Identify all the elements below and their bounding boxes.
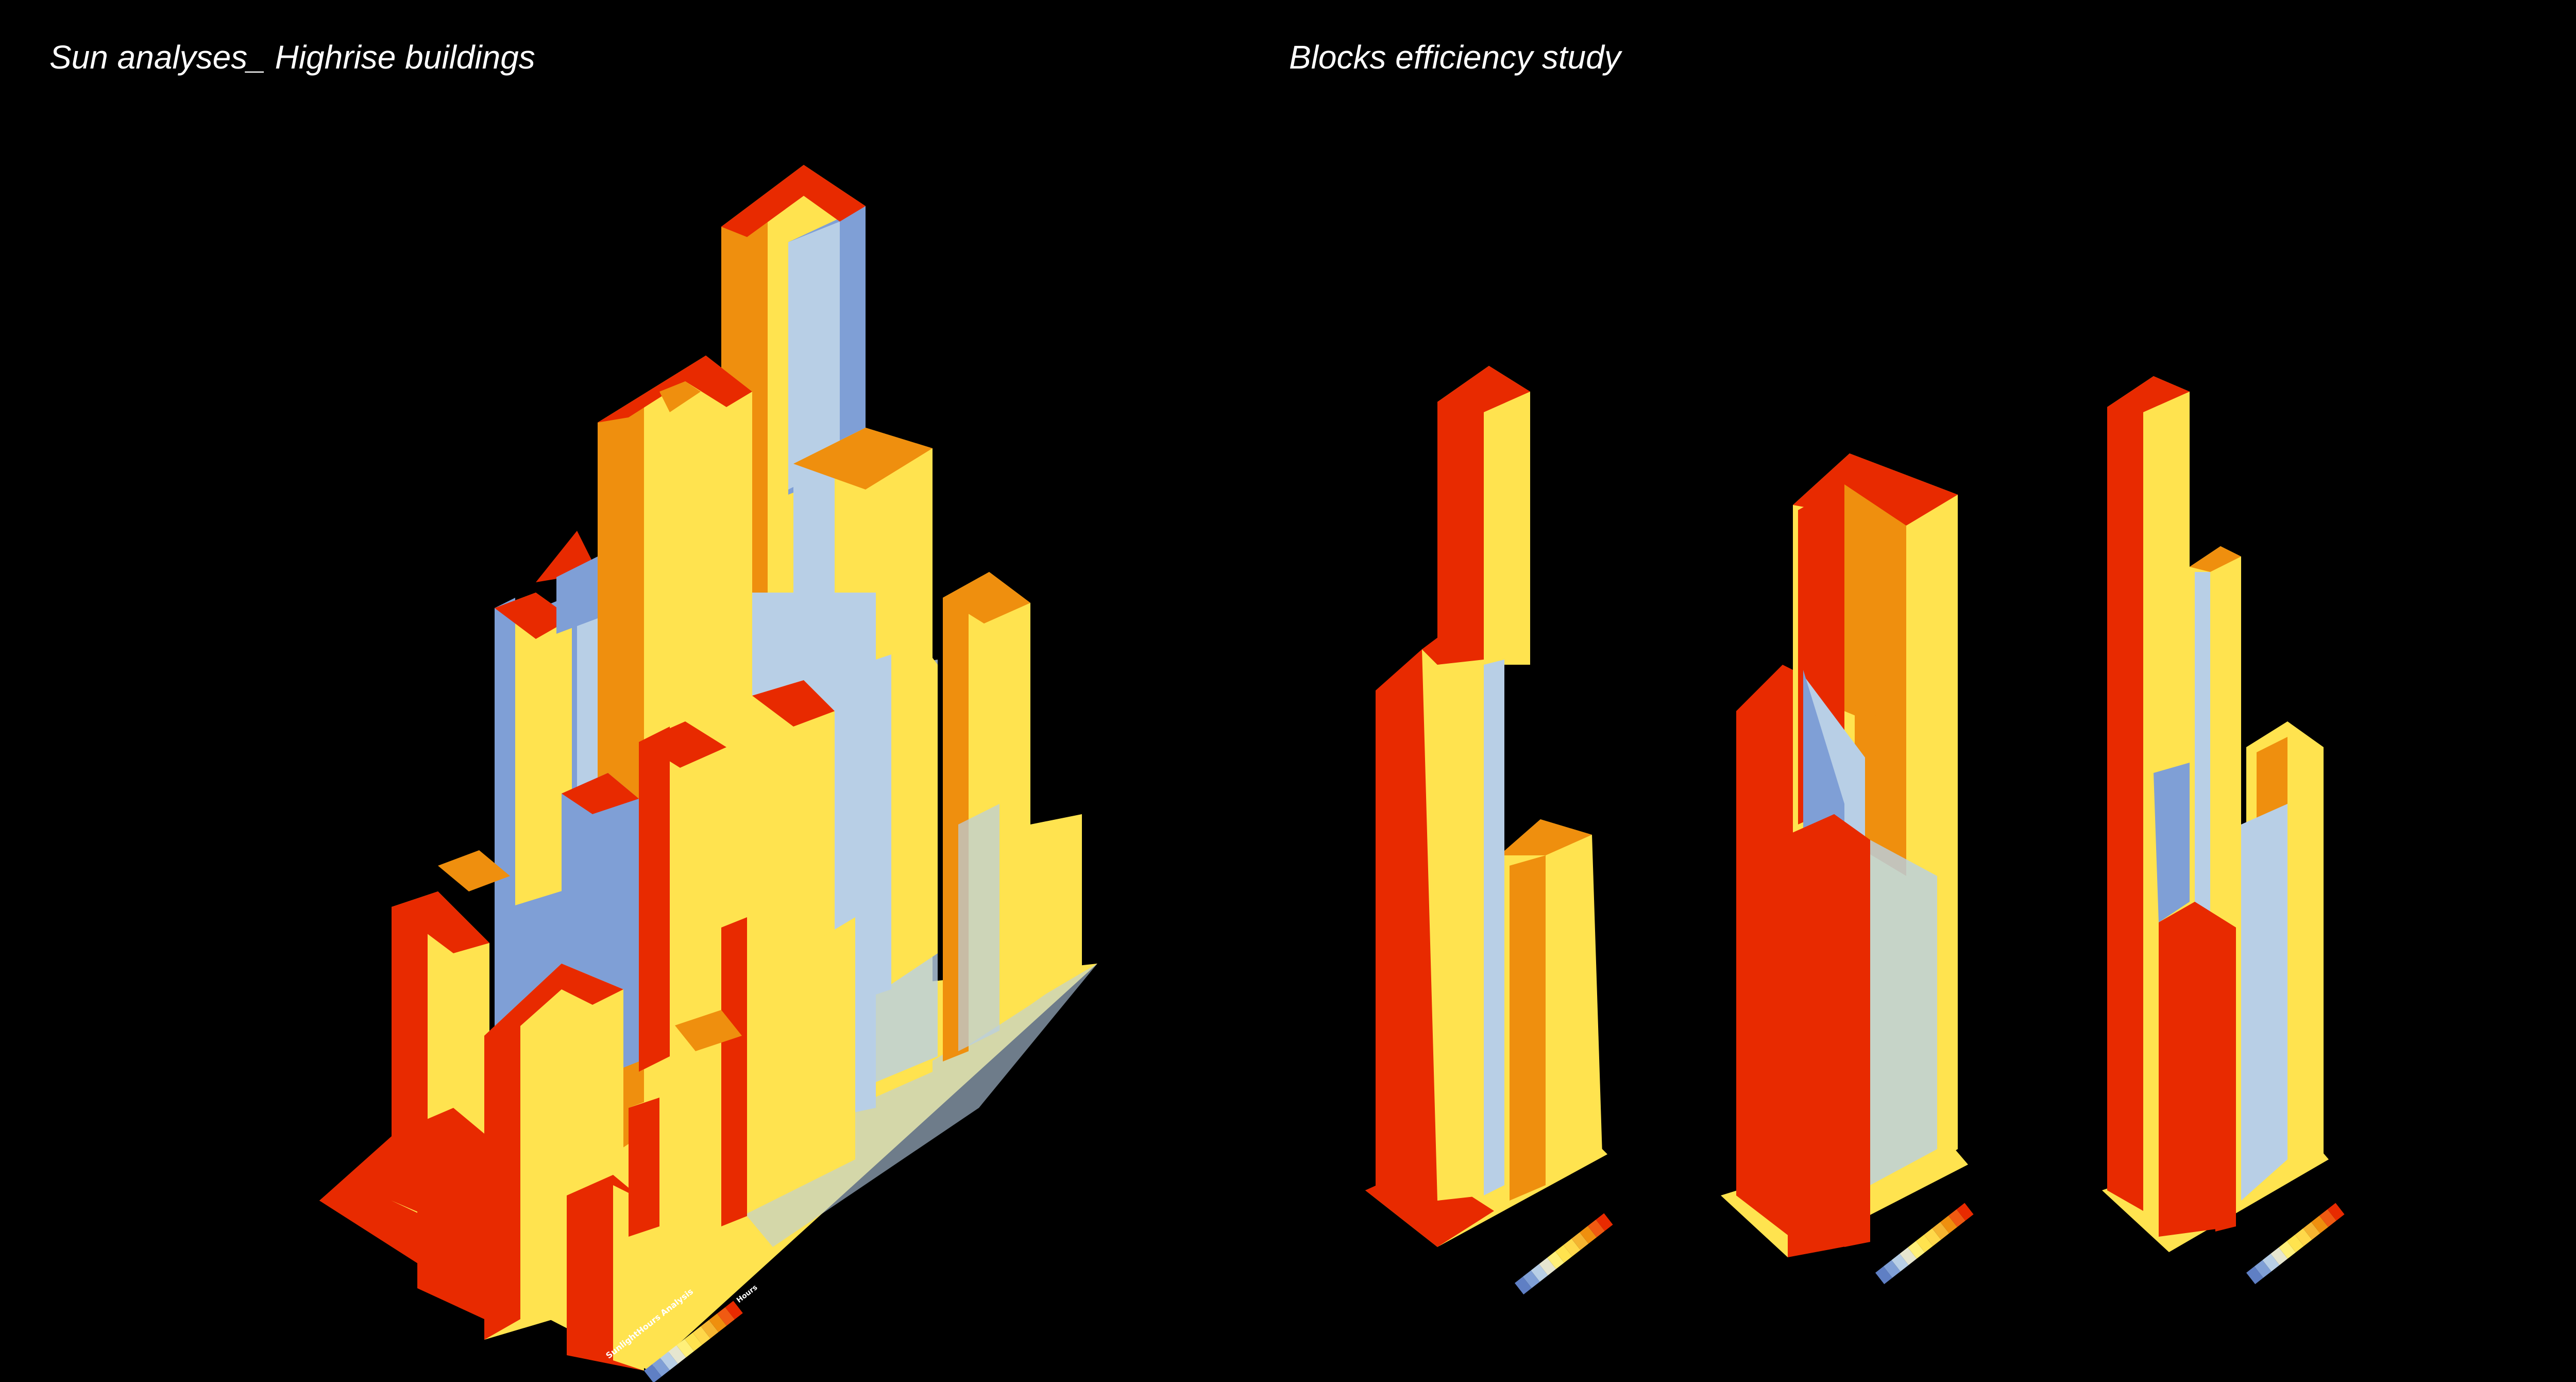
legend-block-1	[1515, 1213, 1613, 1295]
highrise-cluster: SunlightHours Analysis Hours	[319, 165, 1097, 1382]
tower-right-slab	[943, 572, 1082, 1061]
legend-block-2	[1875, 1203, 1974, 1285]
block-1	[1365, 366, 1613, 1295]
tower-front-right	[629, 907, 855, 1237]
legend-scale-bar	[644, 1301, 743, 1382]
block-3	[2102, 376, 2345, 1285]
tower-triangle	[536, 531, 598, 634]
title-sun-analyses: Sun analyses_ Highrise buildings	[49, 39, 535, 76]
block-2	[1721, 453, 1974, 1285]
legend-block-3	[2246, 1203, 2345, 1285]
title-blocks-efficiency: Blocks efficiency study	[1289, 39, 1621, 76]
